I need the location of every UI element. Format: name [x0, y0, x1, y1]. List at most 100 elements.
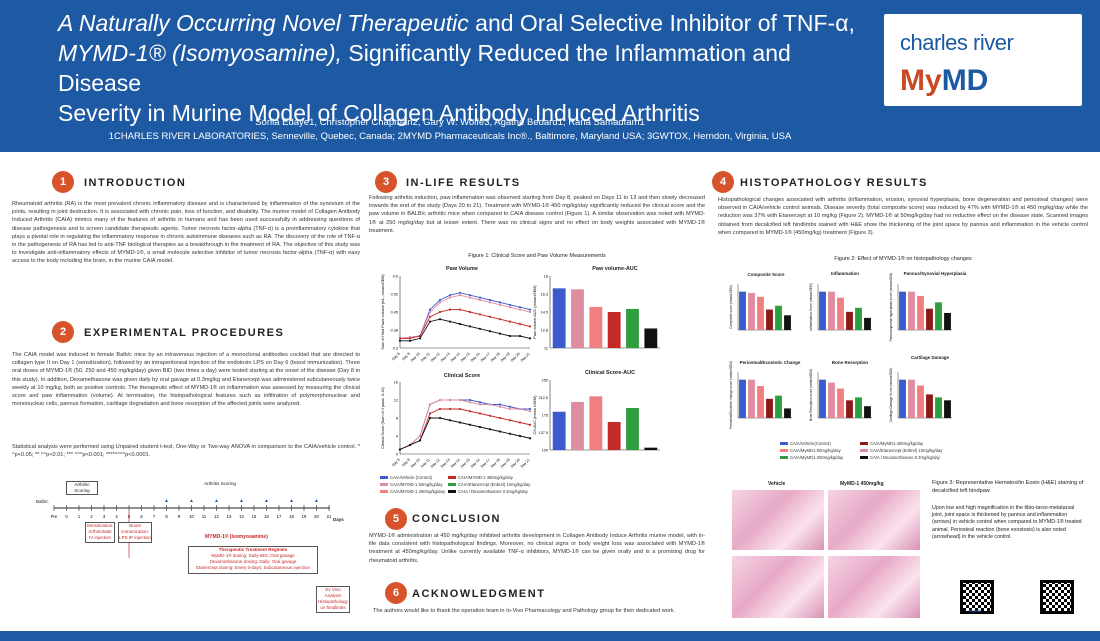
paw-auc-title: Paw volume-AUC — [592, 266, 638, 272]
y-tick-label: 100 — [542, 449, 548, 453]
data-point — [488, 301, 492, 304]
x-tick-label: Day 20 — [510, 352, 521, 363]
data-point — [448, 320, 452, 323]
data-point — [468, 410, 472, 413]
timeline-day-label: Pre — [51, 514, 58, 519]
boost-box: Boost immunization: LPS IP injection — [118, 522, 152, 543]
data-point — [398, 448, 402, 451]
y-tick-label: 0.52 — [391, 293, 398, 297]
mymd-logo-my: My — [900, 64, 942, 97]
y-tick-label: 12 — [394, 399, 398, 403]
data-point — [458, 322, 462, 326]
data-point — [488, 298, 492, 302]
exvivo-label: Ex Vivo Analysis Histopathology on hindl… — [318, 587, 348, 610]
y-tick-label: 0.38 — [391, 329, 398, 333]
data-point — [478, 298, 482, 302]
section-5-number: 5 — [385, 508, 407, 530]
histology-vehicle-low — [732, 490, 824, 550]
bar — [589, 396, 603, 450]
data-point — [488, 330, 492, 333]
data-point — [418, 439, 422, 442]
data-point — [478, 296, 482, 299]
data-point — [478, 403, 482, 406]
section-2-number: 2 — [52, 321, 74, 343]
timeline-day-label: 20 — [314, 514, 319, 519]
data-point — [448, 294, 452, 297]
poster-title: A Naturally Occurring Novel Therapeutic … — [58, 8, 878, 128]
y-tick-label: 14.5 — [541, 311, 548, 315]
data-point — [468, 310, 472, 314]
exvivo-box: Ex Vivo Analysis Histopathology on hindl… — [316, 586, 350, 613]
y-tick-label: 0.6 — [393, 275, 398, 279]
y-tick-label: 16 — [394, 381, 398, 385]
introduction-text: Rheumatoid arthritis (RA) is the most pr… — [12, 201, 360, 265]
title-part-2: Significantly Reduced the Inflammation a… — [58, 40, 791, 96]
legend-label: CAIA / Dexamethasone 0.3mg/kg/day — [870, 455, 940, 460]
y-axis-label: Sum of Hind Paws volume (mL, mean±SEM) — [381, 274, 385, 350]
y-tick-label: 0.3 — [393, 347, 398, 351]
data-point — [448, 308, 452, 311]
balb-label: Balb/c — [36, 499, 49, 504]
data-point — [498, 403, 502, 406]
bar — [828, 291, 835, 330]
data-point — [508, 405, 512, 408]
data-point — [438, 301, 442, 304]
qr-code-mymd[interactable] — [960, 580, 994, 614]
data-point — [448, 419, 452, 422]
boost-label: Boost immunization: LPS IP injection — [119, 523, 151, 540]
bar — [935, 397, 942, 418]
data-point — [458, 407, 462, 411]
data-point — [528, 423, 532, 426]
section-3-number: 3 — [375, 171, 397, 193]
y-axis-label: Inflammation Score (mean±SEM) — [809, 283, 813, 330]
arthritis-scoring-label: Arthritis Scoring — [204, 481, 236, 486]
legend-label: CAIA/MYMD-1 50mg/kg/day — [390, 482, 443, 487]
timeline-day-label: 18 — [289, 514, 294, 519]
x-tick-label: Day 8 — [391, 352, 400, 361]
clinical-score-title: Clinical Score — [443, 373, 481, 379]
data-point — [448, 296, 452, 299]
bar — [571, 289, 584, 348]
data-point — [498, 301, 502, 304]
bar — [626, 308, 639, 348]
bar — [819, 379, 826, 418]
data-point — [408, 337, 412, 340]
data-point — [428, 412, 432, 415]
data-point — [478, 401, 482, 404]
data-point — [458, 294, 462, 297]
x-tick-label: Day 17 — [480, 458, 491, 469]
x-tick-label: Day 9 — [401, 458, 410, 467]
figure-2-caption: Figure 2: Effect of MYMD-1® on histopath… — [834, 256, 972, 262]
bar — [926, 394, 933, 418]
y-axis-label: Pannus/synovial hyperplasia score (mean±… — [889, 273, 893, 342]
composite-score-title: Composite Score — [747, 272, 785, 277]
bar — [739, 291, 746, 330]
bar — [571, 401, 584, 450]
x-tick-label: Day 20 — [510, 458, 521, 469]
data-point — [408, 443, 412, 447]
inflammation-title: Inflammation — [830, 271, 859, 276]
data-point — [428, 320, 432, 323]
figure-3-caption: Figure 3: Representative Hematoxilin Eos… — [932, 480, 1084, 494]
timeline-day-label: 13 — [227, 514, 232, 519]
timeline-ticks: Pre012345678▲910▲1112▲1314▲1516▲1718▲192… — [51, 498, 332, 519]
data-point — [488, 403, 492, 406]
series-line — [399, 417, 531, 450]
legend-item: CAIA/MyMD1-450mg/kg/day — [860, 440, 970, 447]
bar — [757, 296, 764, 330]
qr-code-charles-river[interactable] — [1040, 580, 1074, 614]
scoring-marker: ▲ — [164, 498, 169, 504]
timeline-day-label: 15 — [252, 514, 257, 519]
timeline-day-label: 19 — [302, 514, 307, 519]
sensitization-label: Sensitization: ArthritoMab IV injection — [86, 523, 114, 540]
data-point — [458, 398, 462, 402]
y-tick-label: 18 — [544, 275, 548, 279]
bar — [855, 397, 862, 418]
figure-2-legend-right: CAIA/MyMD1-450mg/kg/day CAIA/Etanercept … — [860, 440, 970, 461]
bar — [837, 388, 844, 418]
data-point — [478, 313, 482, 316]
data-point — [418, 334, 422, 338]
scoring-marker: ▲ — [239, 498, 244, 504]
timeline-day-label: 16 — [264, 514, 269, 519]
legend-item: CAIA/MYMD-1 50mg/kg/day — [380, 481, 510, 488]
